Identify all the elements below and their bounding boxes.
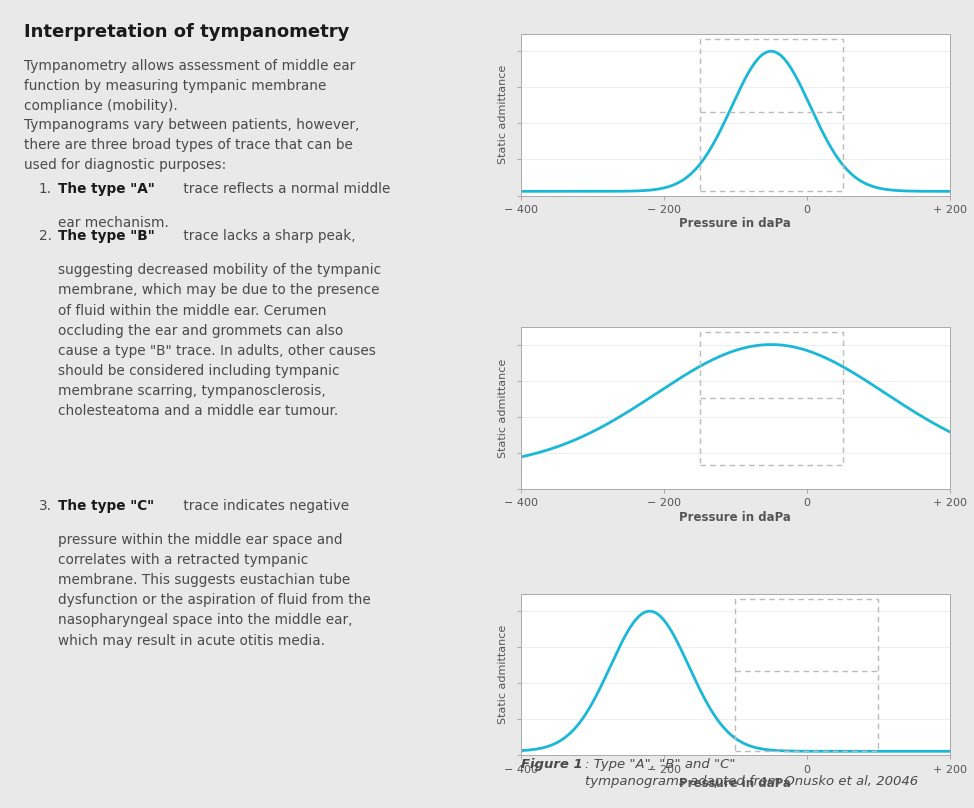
Text: The type "C": The type "C" (58, 499, 155, 513)
X-axis label: Pressure in daPa: Pressure in daPa (680, 511, 791, 524)
Text: trace reflects a normal middle: trace reflects a normal middle (179, 182, 391, 196)
Text: 2.: 2. (39, 229, 52, 243)
X-axis label: Pressure in daPa: Pressure in daPa (680, 217, 791, 230)
X-axis label: Pressure in daPa: Pressure in daPa (680, 777, 791, 790)
Bar (699, 39, 843, 191)
Text: 3.: 3. (39, 499, 52, 513)
Text: : Type "A", "B" and "C"
tympanograms adapted from Onusko et al, 20046: : Type "A", "B" and "C" tympanograms ada… (584, 758, 918, 788)
Y-axis label: Static admittance: Static admittance (498, 359, 507, 457)
Text: The type "B": The type "B" (58, 229, 155, 243)
Text: Tympanograms vary between patients, however,
there are three broad types of trac: Tympanograms vary between patients, howe… (24, 118, 359, 172)
Text: Tympanometry allows assessment of middle ear
function by measuring tympanic memb: Tympanometry allows assessment of middle… (24, 59, 356, 113)
Text: ear mechanism.: ear mechanism. (58, 216, 169, 229)
Y-axis label: Static admittance: Static admittance (498, 65, 507, 164)
Y-axis label: Static admittance: Static admittance (498, 625, 507, 724)
Text: Figure 1: Figure 1 (521, 758, 582, 771)
Text: trace indicates negative: trace indicates negative (179, 499, 349, 513)
Text: 1.: 1. (39, 182, 52, 196)
Bar (735, 599, 879, 751)
Text: The type "A": The type "A" (58, 182, 155, 196)
Text: trace lacks a sharp peak,: trace lacks a sharp peak, (179, 229, 356, 243)
Text: pressure within the middle ear space and
correlates with a retracted tympanic
me: pressure within the middle ear space and… (58, 533, 371, 647)
Bar (699, 332, 843, 465)
Text: Interpretation of tympanometry: Interpretation of tympanometry (24, 23, 350, 40)
Text: suggesting decreased mobility of the tympanic
membrane, which may be due to the : suggesting decreased mobility of the tym… (58, 263, 382, 418)
